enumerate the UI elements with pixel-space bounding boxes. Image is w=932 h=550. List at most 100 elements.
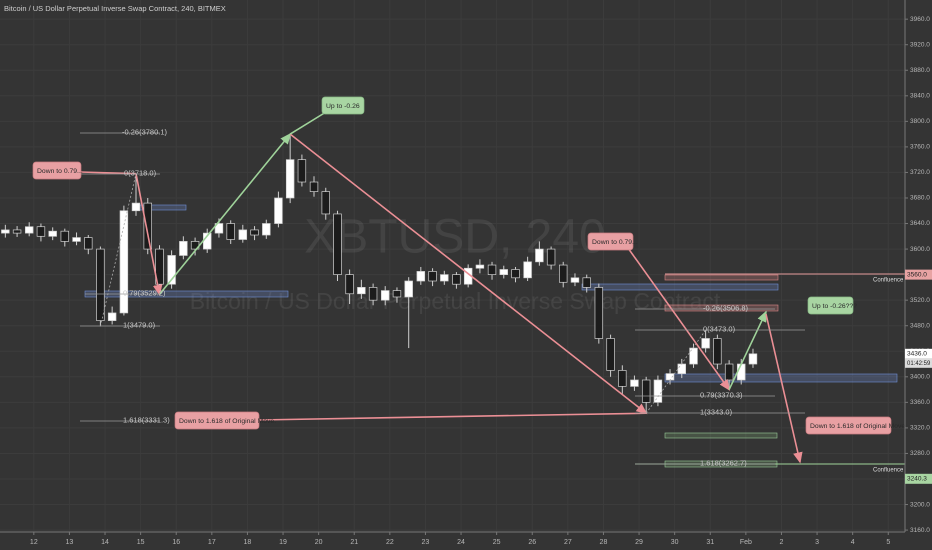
candle-body	[689, 347, 698, 365]
arrow	[627, 247, 731, 391]
level-label: Confluence wlevel	[873, 468, 922, 474]
candle-body	[630, 379, 639, 387]
y-tick-label: 3200.0	[910, 501, 930, 508]
candle-body	[345, 274, 354, 295]
level-label: Confluence wlevel	[873, 278, 922, 284]
price-badge-label: 3436.0	[907, 351, 927, 358]
fib-label: -0.26(3506.8)	[703, 303, 749, 312]
fib-label: 1.618(3262.7)	[700, 458, 747, 467]
y-tick-label: 3800.0	[910, 118, 930, 125]
arrow	[257, 412, 647, 421]
candle-body	[582, 277, 591, 288]
price-badge-label: 3240.3	[907, 476, 927, 483]
watermark: XBTUSD, 240	[304, 211, 605, 264]
candle-body	[381, 290, 390, 301]
y-tick-label: 3720.0	[910, 169, 930, 176]
countdown-badge	[905, 358, 932, 368]
x-tick-label: 21	[350, 539, 358, 546]
candle-body	[523, 261, 532, 279]
candles	[1, 134, 758, 414]
arrow	[765, 313, 803, 464]
x-tick-label: 4	[851, 539, 855, 546]
candle-body	[214, 223, 224, 234]
candle-body	[84, 237, 93, 250]
candle-body	[416, 271, 426, 282]
callout-text: Up to -0.26???	[812, 303, 857, 310]
x-tick-label: 3	[815, 539, 819, 546]
candle-body	[713, 338, 722, 365]
axes: 3160.03200.03240.03280.03320.03360.03400…	[30, 16, 932, 546]
fib-label: 0.79(3370.3)	[700, 390, 743, 399]
arrow	[158, 132, 292, 295]
callout-box	[807, 296, 854, 315]
y-tick-label: 3640.0	[910, 220, 930, 227]
x-tick-label: 16	[172, 539, 180, 546]
y-tick-label: 3480.0	[910, 322, 930, 329]
x-tick-label: 18	[244, 539, 252, 546]
y-tick-label: 3160.0	[910, 527, 930, 534]
candle-body	[357, 287, 366, 295]
candle-body	[285, 159, 295, 199]
y-tick-label: 3880.0	[910, 67, 930, 74]
y-tick-label: 3760.0	[910, 144, 930, 151]
candle-body	[250, 229, 259, 236]
x-tick-label: 26	[528, 539, 536, 546]
candle-body	[404, 280, 413, 298]
y-tick-label: 3520.0	[910, 297, 930, 304]
arrow	[289, 111, 327, 135]
fib-label: 1(3479.0)	[123, 320, 156, 329]
x-tick-label: 25	[493, 539, 501, 546]
x-tick-label: 15	[137, 539, 145, 546]
y-tick-label: 3360.0	[910, 399, 930, 406]
callout-text: Down to 0.79...	[592, 239, 638, 246]
price-badge-label: 3560.0	[907, 271, 927, 278]
candle-body	[321, 191, 330, 215]
candle-body	[179, 241, 188, 256]
candle-body	[748, 353, 758, 365]
candle-body	[274, 197, 283, 224]
x-tick-label: 24	[457, 539, 465, 546]
x-tick-label: 31	[706, 539, 714, 546]
fib-label: 1(3343.0)	[700, 407, 733, 416]
zone	[664, 274, 779, 281]
candle-body	[143, 202, 152, 250]
candle-body	[677, 363, 686, 374]
x-tick-label: 14	[101, 539, 109, 546]
price-badge	[905, 269, 932, 280]
zone	[664, 432, 778, 439]
x-tick-label: 28	[600, 539, 608, 546]
countdown: 01:42:59	[907, 361, 931, 367]
candle-body	[546, 248, 556, 266]
x-tick-label: 19	[279, 539, 287, 546]
arrow	[289, 133, 648, 415]
x-tick-label: 13	[66, 539, 74, 546]
callout-box	[321, 96, 365, 115]
price-badge	[905, 348, 932, 359]
candle-body	[36, 226, 46, 237]
arrow	[135, 173, 163, 296]
callout-text: Down to 0.79...	[37, 168, 83, 175]
arrow	[79, 171, 137, 175]
fib-label: 1.618(3331.3)	[123, 415, 170, 424]
candle-body	[392, 290, 402, 298]
candle-body	[701, 338, 710, 349]
y-tick-label: 3600.0	[910, 246, 930, 253]
candle-body	[618, 370, 627, 387]
candle-body	[167, 255, 176, 285]
candle-body	[72, 237, 81, 242]
candle-body	[262, 223, 271, 236]
x-tick-label: 23	[422, 539, 430, 546]
candle-body	[107, 312, 117, 321]
candle-body	[499, 269, 508, 275]
candle-body	[511, 269, 520, 279]
y-tick-label: 3680.0	[910, 195, 930, 202]
watermark-subtitle: Bitcoin / US Dollar Perpetual Inverse Sw…	[190, 288, 721, 314]
callout-box	[32, 161, 82, 180]
candle-body	[641, 379, 651, 403]
candle-body	[119, 210, 129, 314]
candle-body	[131, 202, 141, 212]
x-tick-label: 5	[886, 539, 890, 546]
zone	[664, 304, 779, 312]
callout-box	[174, 411, 260, 430]
candle-body	[475, 264, 485, 269]
